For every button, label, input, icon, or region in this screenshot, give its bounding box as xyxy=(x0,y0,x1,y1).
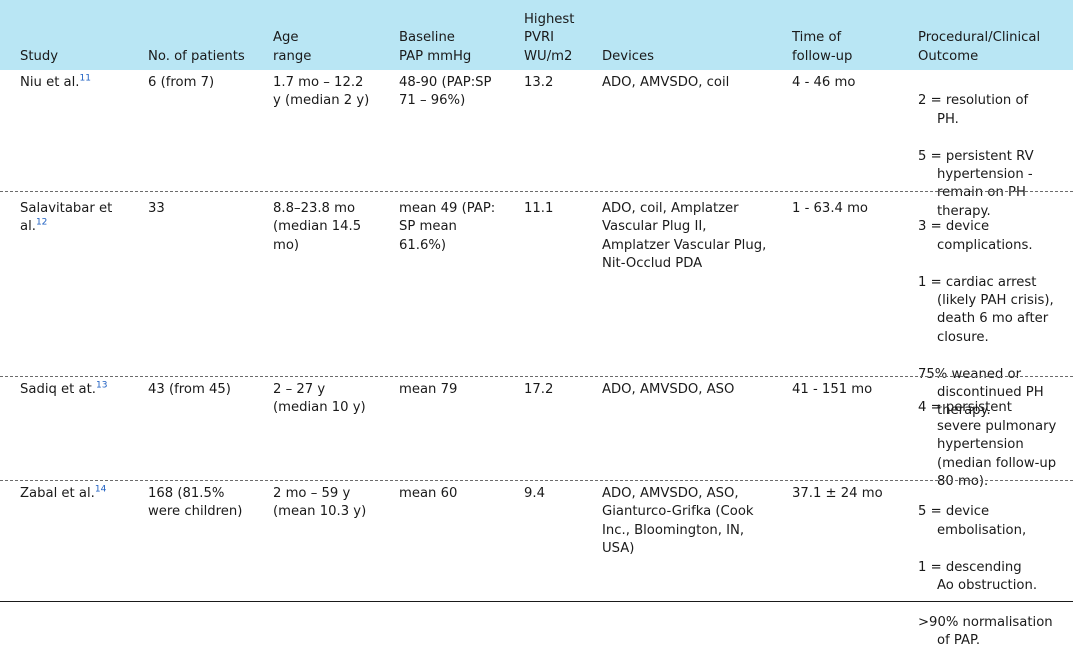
cell-study: Sadiq et at.13 xyxy=(20,381,107,399)
cell-followup: 37.1 ± 24 mo xyxy=(792,486,883,501)
row-divider xyxy=(0,480,1073,481)
cell-patients: 43 (from 45) xyxy=(148,382,231,397)
cell-age: 8.8–23.8 mo (median 14.5 mo) xyxy=(273,201,362,253)
cell-followup: 1 - 63.4 mo xyxy=(792,201,869,216)
table-row: Niu et al.11 6 (from 7) 1.7 mo – 12.2 y … xyxy=(0,70,1073,219)
cell-outcome: 5 = device embolisation, 1 = descending … xyxy=(918,485,1053,669)
outcome-item: 5 = device embolisation, xyxy=(918,504,1027,538)
table-row: Zabal et al.14 168 (81.5% were children)… xyxy=(0,481,1073,648)
outcome-item: 2 = resolution of PH. xyxy=(918,93,1029,127)
study-name: Salavitabar et al. xyxy=(20,201,113,235)
table-bottom-rule xyxy=(0,601,1073,602)
cell-pap: mean 60 xyxy=(399,486,458,501)
outcome-item: 4 = persistent severe pulmonary hyperten… xyxy=(918,400,1057,490)
cell-age: 2 – 27 y (median 10 y) xyxy=(273,382,366,416)
cell-study: Niu et al.11 xyxy=(20,74,91,92)
cell-patients: 168 (81.5% were children) xyxy=(148,486,243,520)
cell-devices: ADO, AMVSDO, ASO xyxy=(602,382,735,397)
table-page: Study No. of patients Age range Baseline… xyxy=(0,0,1073,648)
cell-followup: 4 - 46 mo xyxy=(792,75,856,90)
cell-followup: 41 - 151 mo xyxy=(792,382,873,397)
cell-age: 2 mo – 59 y (mean 10.3 y) xyxy=(273,486,367,520)
cell-pvri: 17.2 xyxy=(524,382,554,397)
outcome-item: 5 = persistent RV hypertension - remain … xyxy=(918,148,1034,219)
header-patients: No. of patients xyxy=(148,48,245,64)
cell-outcome: 2 = resolution of PH. 5 = persistent RV … xyxy=(918,74,1034,240)
cell-devices: ADO, coil, Amplatzer Vascular Plug II, A… xyxy=(602,201,767,272)
header-pvri: Highest PVRI WU/m2 xyxy=(524,11,575,64)
cell-patients: 6 (from 7) xyxy=(148,75,215,90)
header-devices: Devices xyxy=(602,48,654,64)
cell-pvri: 13.2 xyxy=(524,75,554,90)
outcome-item: 3 = device complications. xyxy=(918,219,1033,253)
header-study: Study xyxy=(20,48,59,64)
outcome-item: 75% weaned or discontinued PH therapy. xyxy=(918,366,1044,419)
table-row: Salavitabar et al.12 33 8.8–23.8 mo (med… xyxy=(0,196,1073,418)
cell-study: Zabal et al.14 xyxy=(20,485,106,503)
cell-pap: mean 79 xyxy=(399,382,458,397)
study-name: Sadiq et at. xyxy=(20,382,96,397)
cell-pap: 48-90 (PAP:SP 71 – 96%) xyxy=(399,75,492,109)
row-divider xyxy=(0,191,1073,192)
header-pap: Baseline PAP mmHg xyxy=(399,30,472,64)
header-followup: Time of follow-up xyxy=(792,30,853,64)
cell-devices: ADO, AMVSDO, coil xyxy=(602,75,730,90)
cell-patients: 33 xyxy=(148,201,165,216)
study-name: Niu et al. xyxy=(20,75,80,90)
cell-outcome: 3 = device complications. 1 = cardiac ar… xyxy=(918,200,1054,439)
outcome-item: >90% normalisation of PAP. xyxy=(918,614,1053,649)
reference-link[interactable]: 14 xyxy=(94,484,107,495)
reference-link[interactable]: 12 xyxy=(35,218,48,229)
outcome-item: 1 = cardiac arrest (likely PAH crisis), … xyxy=(918,274,1054,345)
cell-study: Salavitabar et al.12 xyxy=(20,200,112,237)
cell-pvri: 9.4 xyxy=(524,486,545,501)
header-age: Age range xyxy=(273,30,312,64)
cell-outcome: 4 = persistent severe pulmonary hyperten… xyxy=(918,381,1056,510)
reference-link[interactable]: 11 xyxy=(79,73,91,84)
table-row: Sadiq et at.13 43 (from 45) 2 – 27 y (me… xyxy=(0,377,1073,489)
cell-pvri: 11.1 xyxy=(524,201,554,216)
cell-pap: mean 49 (PAP: SP mean 61.6%) xyxy=(399,201,496,253)
table-header: Study No. of patients Age range Baseline… xyxy=(0,0,1073,70)
reference-link[interactable]: 13 xyxy=(95,380,108,391)
row-divider xyxy=(0,376,1073,377)
outcome-item: 1 = descending Ao obstruction. xyxy=(918,559,1038,594)
cell-devices: ADO, AMVSDO, ASO, Gianturco-Grifka (Cook… xyxy=(602,486,754,557)
header-outcome: Procedural/Clinical Outcome xyxy=(918,30,1041,64)
cell-age: 1.7 mo – 12.2 y (median 2 y) xyxy=(273,75,370,109)
study-name: Zabal et al. xyxy=(20,486,95,501)
